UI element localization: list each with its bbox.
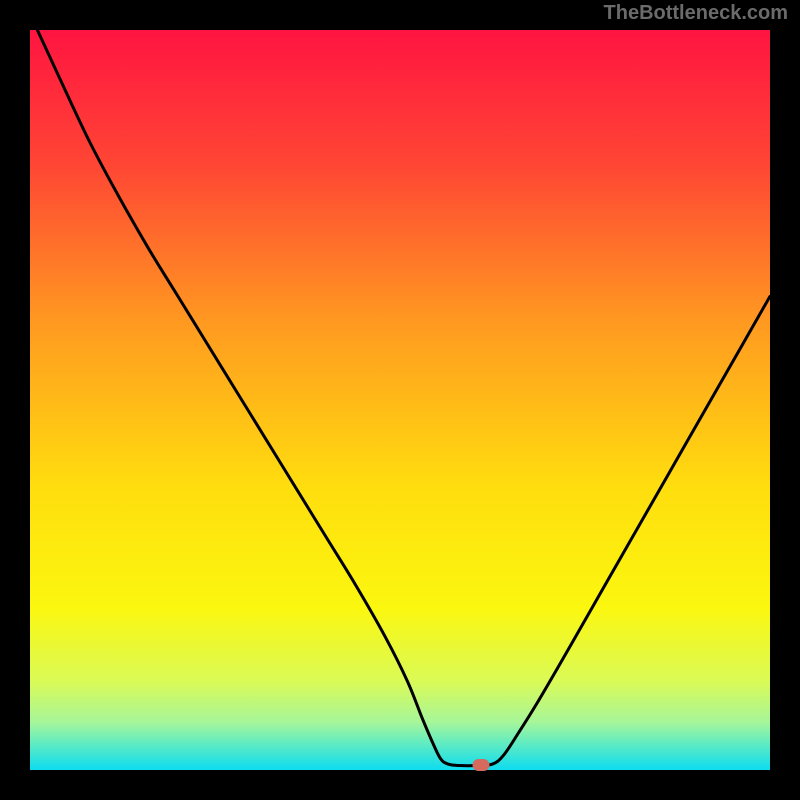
bottleneck-curve: [30, 30, 770, 770]
optimal-point-marker: [473, 759, 490, 771]
watermark-text: TheBottleneck.com: [604, 2, 788, 25]
plot-area: [30, 30, 770, 770]
